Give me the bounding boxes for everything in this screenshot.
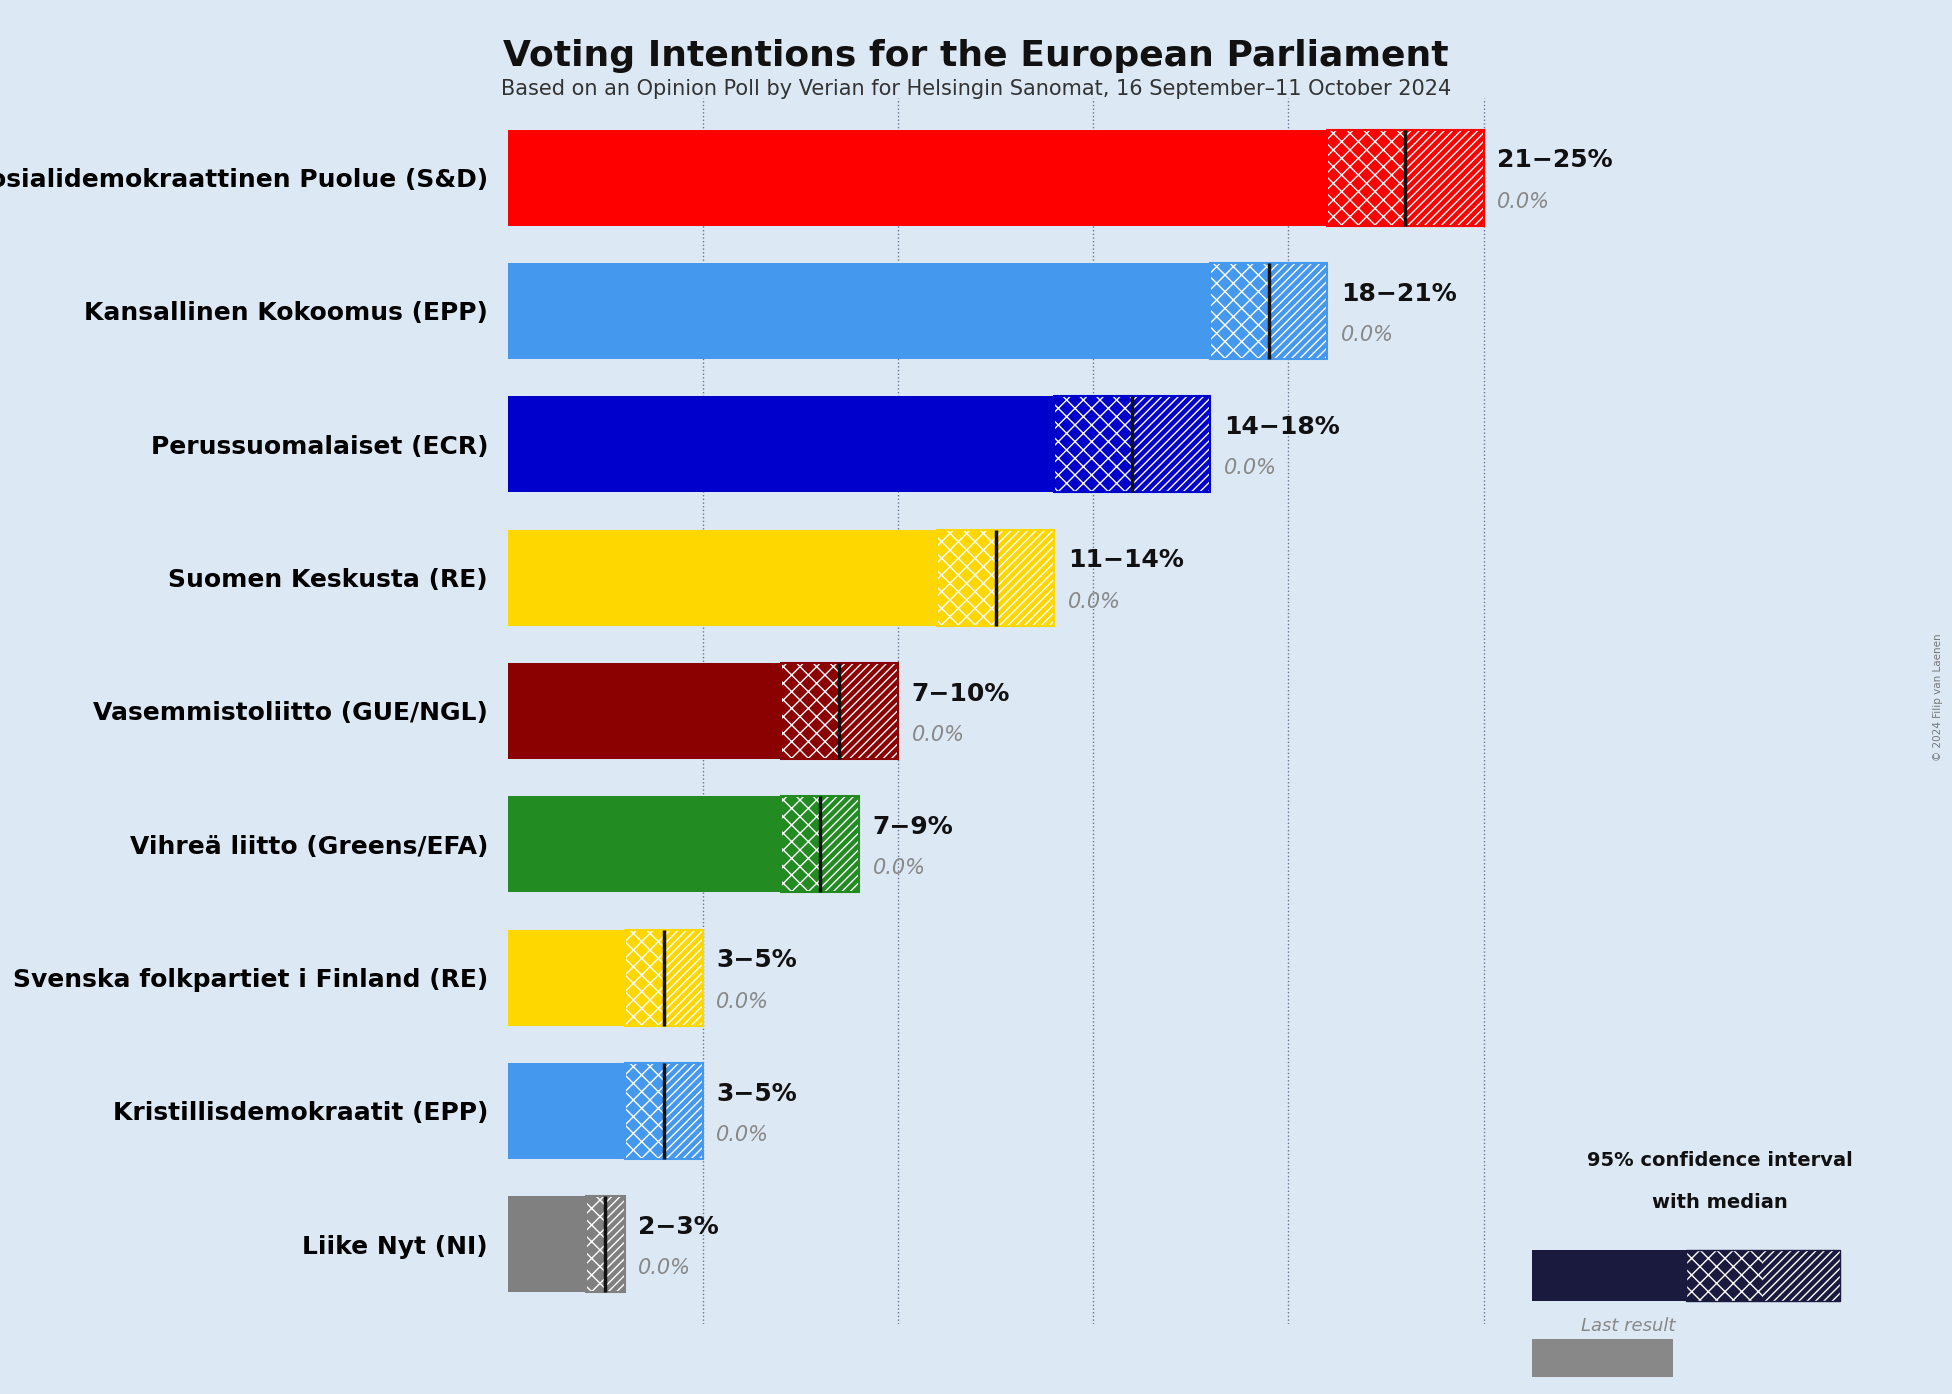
Bar — [1269, 263, 1327, 358]
Text: 0.0%: 0.0% — [1341, 325, 1394, 344]
Bar — [508, 263, 1210, 358]
Bar — [781, 796, 859, 892]
Bar — [937, 530, 996, 626]
Text: 3−5%: 3−5% — [716, 948, 796, 972]
Bar — [1763, 1250, 1839, 1301]
Text: 11−14%: 11−14% — [1068, 548, 1183, 573]
Text: 18−21%: 18−21% — [1341, 282, 1456, 305]
Bar — [1132, 396, 1210, 492]
Text: Based on an Opinion Poll by Verian for Helsingin Sanomat, 16 September–11 Octobe: Based on an Opinion Poll by Verian for H… — [502, 79, 1450, 99]
Bar — [781, 664, 898, 758]
Text: 21−25%: 21−25% — [1497, 148, 1612, 173]
Bar — [781, 664, 839, 758]
Bar — [1532, 1338, 1673, 1377]
Bar — [1210, 263, 1327, 358]
Bar — [937, 530, 1054, 626]
Text: 95% confidence interval: 95% confidence interval — [1587, 1151, 1852, 1171]
Bar — [1532, 1250, 1687, 1301]
Bar — [664, 930, 703, 1026]
Bar — [586, 1196, 605, 1292]
Bar — [839, 664, 898, 758]
Bar — [586, 1196, 625, 1292]
Bar — [508, 796, 781, 892]
Bar — [508, 930, 625, 1026]
Text: 0.0%: 0.0% — [716, 1125, 769, 1144]
Bar — [781, 796, 820, 892]
Bar — [508, 396, 1054, 492]
Text: Voting Intentions for the European Parliament: Voting Intentions for the European Parli… — [504, 39, 1448, 72]
Bar — [508, 664, 781, 758]
Text: 3−5%: 3−5% — [716, 1082, 796, 1105]
Text: © 2024 Filip van Laenen: © 2024 Filip van Laenen — [1932, 633, 1944, 761]
Bar — [508, 1196, 586, 1292]
Text: 2−3%: 2−3% — [638, 1216, 718, 1239]
Bar — [508, 530, 937, 626]
Bar — [996, 530, 1054, 626]
Bar — [508, 130, 1327, 226]
Bar — [820, 796, 859, 892]
Bar — [664, 1064, 703, 1158]
Text: 7−10%: 7−10% — [912, 682, 1009, 705]
Text: 0.0%: 0.0% — [1497, 191, 1550, 212]
Text: 0.0%: 0.0% — [638, 1259, 691, 1278]
Text: 0.0%: 0.0% — [716, 991, 769, 1012]
Text: 0.0%: 0.0% — [1068, 591, 1120, 612]
Bar — [625, 930, 664, 1026]
Text: 7−9%: 7−9% — [873, 815, 953, 839]
Bar — [1210, 263, 1269, 358]
Bar — [1687, 1250, 1763, 1301]
Text: 0.0%: 0.0% — [873, 859, 925, 878]
Bar — [1405, 130, 1484, 226]
Bar — [1054, 396, 1210, 492]
Text: Last result: Last result — [1581, 1317, 1675, 1335]
Bar — [625, 1064, 664, 1158]
Bar — [625, 930, 703, 1026]
Bar — [1687, 1250, 1839, 1301]
Bar — [1327, 130, 1484, 226]
Text: 0.0%: 0.0% — [1224, 459, 1277, 478]
Bar — [1327, 130, 1405, 226]
Bar — [508, 1064, 625, 1158]
Bar — [605, 1196, 625, 1292]
Text: with median: with median — [1651, 1193, 1788, 1213]
Bar — [1054, 396, 1132, 492]
Text: 0.0%: 0.0% — [912, 725, 964, 744]
Bar — [625, 1064, 703, 1158]
Text: 14−18%: 14−18% — [1224, 415, 1339, 439]
